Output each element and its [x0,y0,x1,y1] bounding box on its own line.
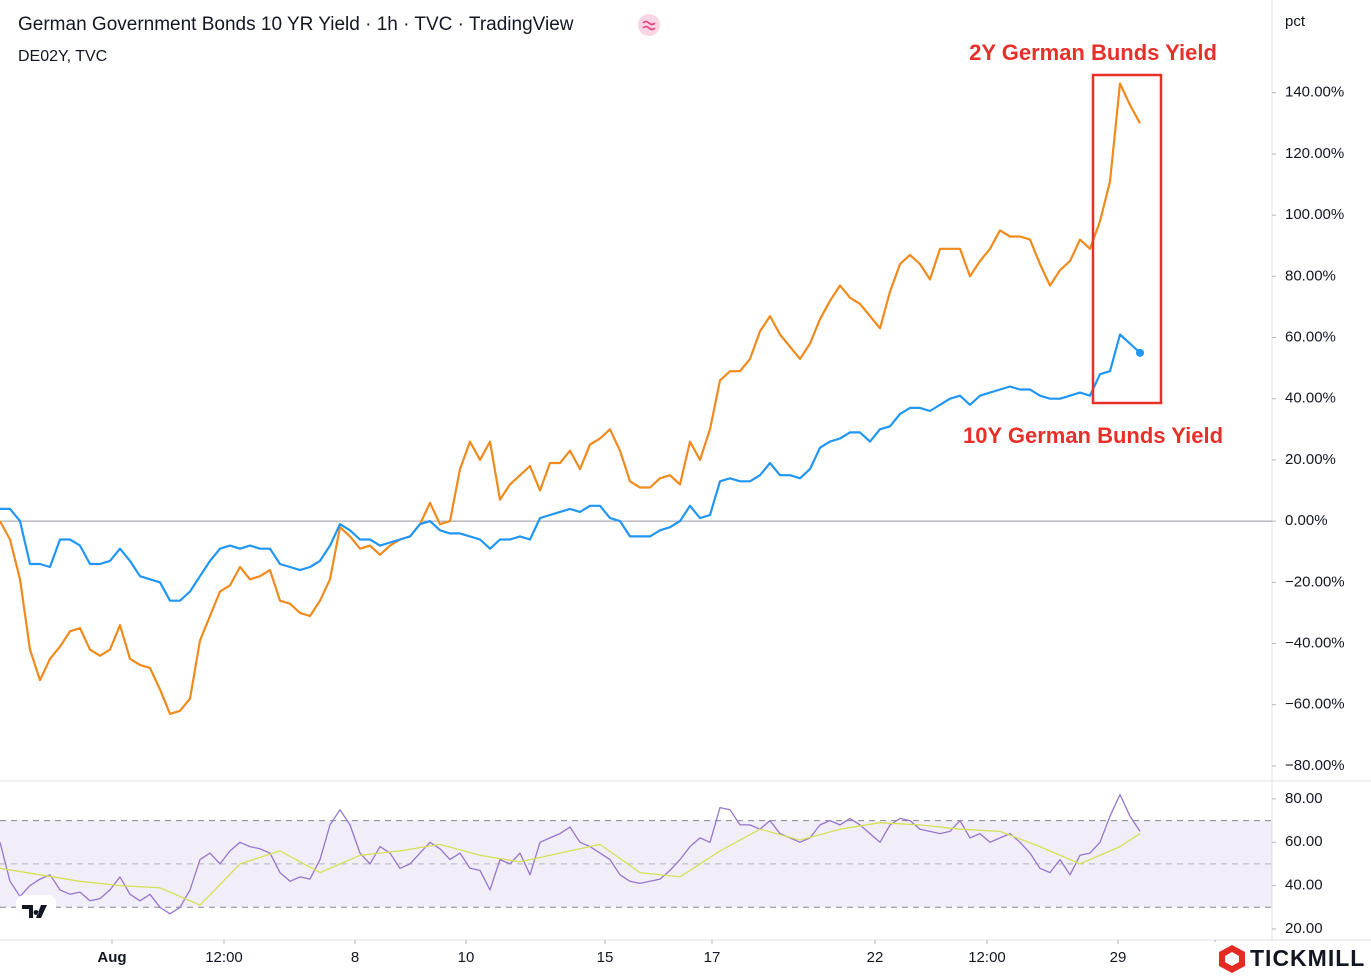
x-tick-label: 29 [1110,949,1127,966]
y-tick-label: −60.00% [1285,696,1345,713]
y-tick-label: 80.00 [1285,790,1323,807]
x-tick-label: 17 [704,949,721,966]
chart-title: German Government Bonds 10 YR Yield · 1h… [18,14,574,35]
indicator-badge [638,14,660,36]
y-tick-label: −20.00% [1285,573,1345,590]
y-tick-label: 140.00% [1285,84,1344,101]
x-tick-label: 22 [867,949,884,966]
y-tick-label: 20.00 [1285,920,1323,937]
y-tick-label: 20.00% [1285,451,1336,468]
logo-text: TICKMILL [1250,945,1365,971]
x-tick-label: 15 [597,949,614,966]
x-tick-label: 12:00 [968,949,1006,966]
y-tick-label: 40.00 [1285,877,1323,894]
series-line [0,793,1141,915]
x-tick-label: 8 [351,949,359,966]
x-tick-label: Aug [97,949,126,966]
logo-mark [1219,945,1245,973]
series-line [0,333,1141,602]
logo-mark [22,905,47,918]
y-tick-label: 60.00% [1285,328,1336,345]
y-tick-label: 0.00% [1285,512,1328,529]
y-tick-label: 100.00% [1285,206,1344,223]
x-tick-label: 12:00 [205,949,243,966]
series-line [0,82,1141,715]
y-tick-label: −40.00% [1285,634,1345,651]
y-tick-label: 60.00 [1285,833,1323,850]
y-tick-label: 120.00% [1285,145,1344,162]
x-tick-label: 10 [458,949,475,966]
highlight-box [1091,73,1163,405]
tickmill-logo: TICKMILL [1205,942,1371,978]
y-unit-label: pct [1285,13,1306,30]
tradingview-logo [16,895,56,927]
annotation: 2Y German Bunds Yield [969,40,1217,65]
y-tick-label: −80.00% [1285,757,1345,774]
y-tick-label: 40.00% [1285,390,1336,407]
series-line [0,822,1141,906]
y-tick-label: 80.00% [1285,267,1336,284]
last-point [1136,348,1144,357]
chart-subtitle: DE02Y, TVC [18,48,107,65]
annotation: 10Y German Bunds Yield [963,423,1223,448]
indicator-icon [642,20,656,31]
